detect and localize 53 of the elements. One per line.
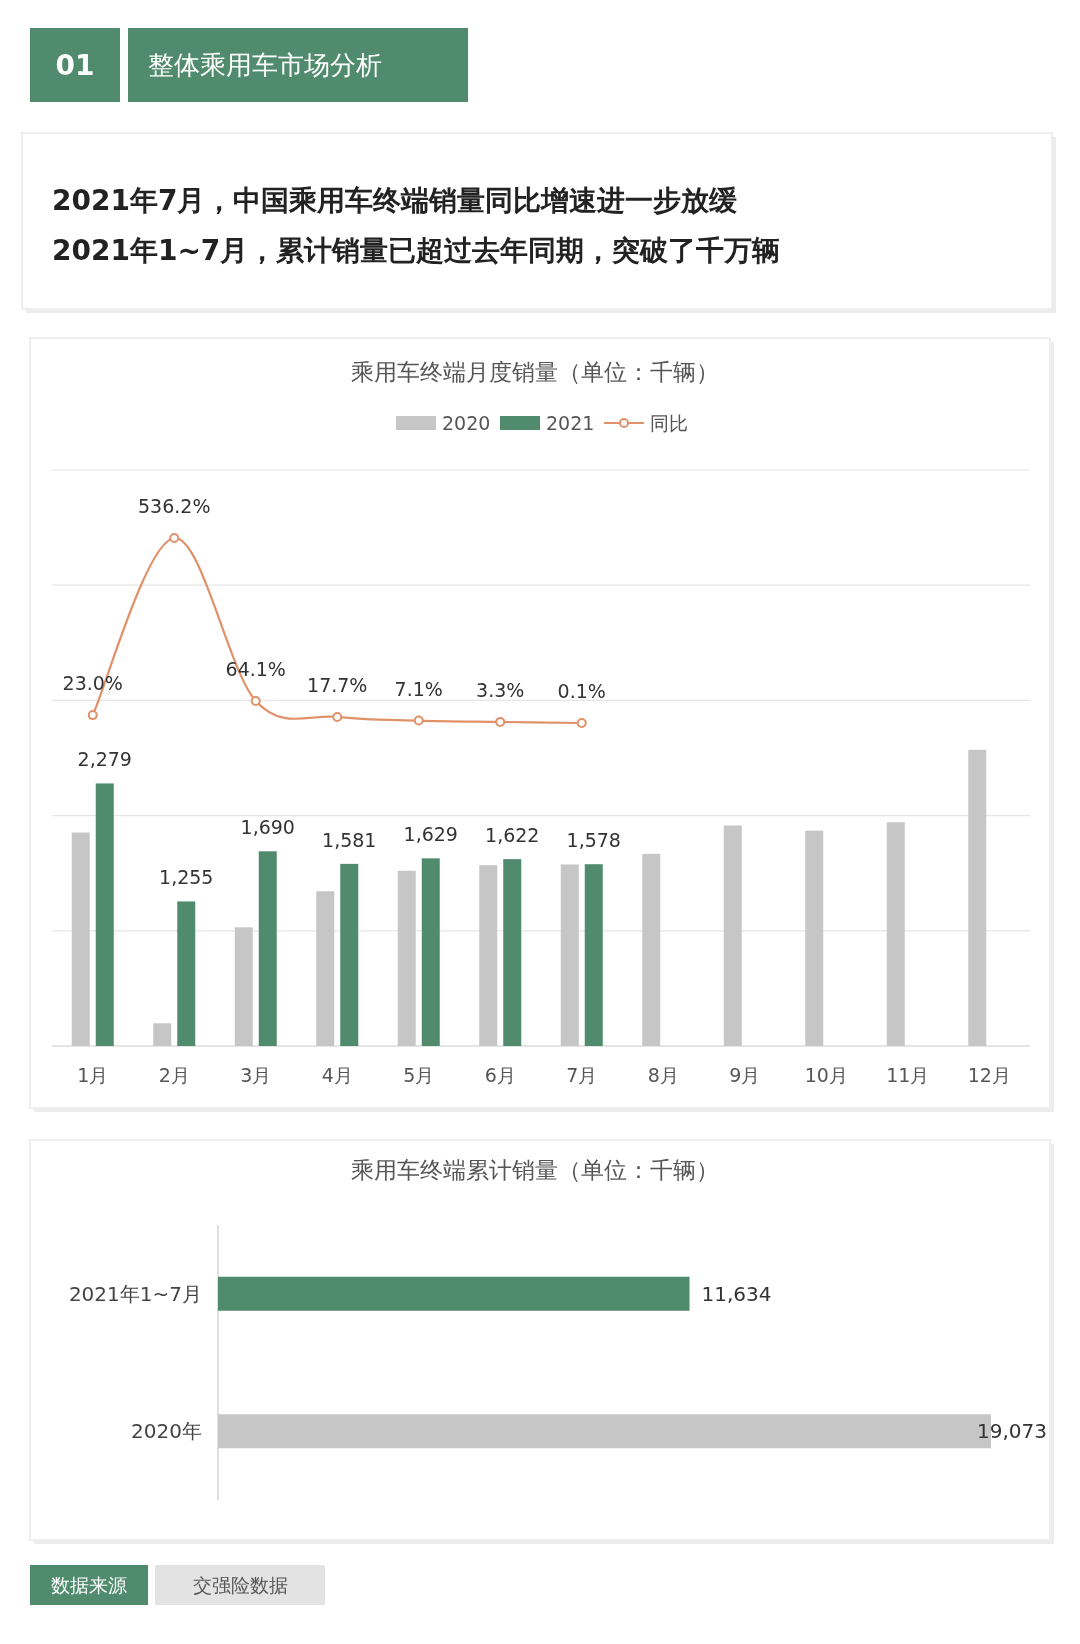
legend-label: 同比 <box>650 412 688 434</box>
y-tick-label: 2020年 <box>131 1419 202 1444</box>
x-tick-label: 3月 <box>240 1064 272 1086</box>
data-label: 3.3% <box>476 678 525 701</box>
data-label: 2,279 <box>77 748 132 771</box>
point <box>169 533 180 543</box>
text: 01 <box>55 48 95 82</box>
legend-label: 2020 <box>442 412 491 434</box>
point <box>87 710 98 721</box>
bar <box>177 901 196 1046</box>
y-tick-label: 2021年1~7月 <box>68 1281 202 1306</box>
point <box>495 716 506 727</box>
legend-label: 2021 <box>546 412 595 434</box>
bar <box>340 863 359 1046</box>
data-label: 11,634 <box>701 1281 772 1306</box>
data-label: 1,255 <box>159 866 214 889</box>
data-label: 1,629 <box>403 823 458 846</box>
bar <box>258 851 277 1046</box>
point <box>576 718 587 728</box>
bar <box>584 864 603 1046</box>
bar <box>95 783 114 1046</box>
x-tick-label: 12月 <box>967 1064 1011 1086</box>
x-tick-label: 6月 <box>484 1064 516 1086</box>
text: 交强险数据 <box>192 1574 288 1596</box>
data-label: 1,690 <box>240 816 295 839</box>
bar <box>503 859 522 1046</box>
chart-title: 乘用车终端月度销量（单位：千辆） <box>351 359 719 385</box>
chart-title: 乘用车终端累计销量（单位：千辆） <box>351 1157 719 1183</box>
x-tick-label: 7月 <box>566 1064 598 1086</box>
x-tick-label: 8月 <box>647 1064 679 1086</box>
text: 整体乘用车市场分析 <box>148 50 382 80</box>
bar <box>421 858 440 1046</box>
x-tick-label: 5月 <box>403 1064 435 1086</box>
data-label: 19,073 <box>977 1419 1047 1444</box>
data-label: 1,581 <box>322 828 377 851</box>
x-tick-label: 10月 <box>804 1064 848 1086</box>
data-label: 0.1% <box>557 680 606 702</box>
x-tick-label: 1月 <box>77 1064 109 1086</box>
data-label: 17.7% <box>307 673 368 696</box>
text: 数据来源 <box>51 1574 127 1596</box>
text: 2021年7月，中国乘用车终端销量同比增速进一步放缓 <box>52 183 738 217</box>
x-tick-label: 11月 <box>886 1064 930 1086</box>
data-label: 7.1% <box>394 677 443 700</box>
point <box>332 711 343 722</box>
x-tick-label: 9月 <box>729 1064 761 1086</box>
data-label: 536.2% <box>138 495 211 517</box>
point <box>413 715 424 726</box>
text: 2021年1~7月，累计销量已超过去年同期，突破了千万辆 <box>52 233 781 267</box>
data-label: 1,578 <box>566 829 621 852</box>
x-tick-label: 4月 <box>321 1064 353 1086</box>
x-tick-label: 2月 <box>158 1064 190 1086</box>
data-label: 1,622 <box>485 824 540 847</box>
point <box>250 695 261 706</box>
